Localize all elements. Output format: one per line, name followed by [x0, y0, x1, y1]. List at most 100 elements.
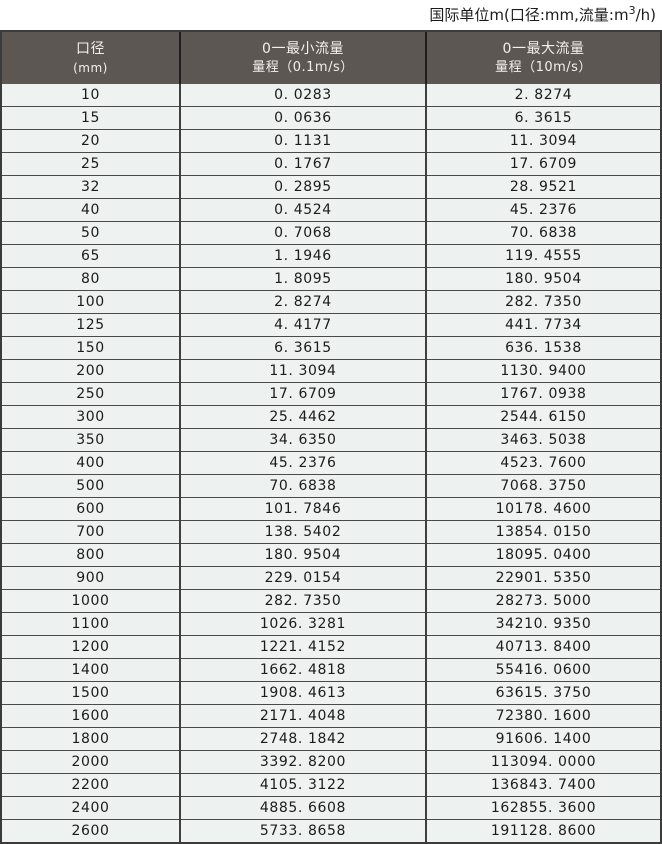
- cell-min-flow: 11. 3094: [180, 359, 427, 383]
- cell-min-flow: 45. 2376: [180, 451, 427, 475]
- cell-diameter: 1400: [2, 658, 181, 682]
- table-row: 600 101. 7846 10178. 4600: [2, 497, 660, 521]
- table-row: 500 70. 6838 7068. 3750: [2, 474, 660, 498]
- table-row: 2600 5733. 8658 191128. 8600: [2, 819, 660, 842]
- cell-max-flow: 55416. 0600: [426, 658, 660, 682]
- spec-table-page: 国际单位m(口径:mm,流量:m3/h) 口径 (mm) 0一最小流量 量程（0…: [0, 3, 662, 844]
- column-header-diameter: 口径 (mm): [2, 32, 181, 84]
- cell-max-flow: 63615. 3750: [426, 681, 660, 705]
- column-header-max-flow-line2: 量程（10m/s）: [495, 59, 592, 75]
- cell-max-flow: 10178. 4600: [426, 497, 660, 521]
- cell-max-flow: 70. 6838: [426, 221, 660, 245]
- cell-min-flow: 0. 4524: [180, 198, 427, 222]
- cell-diameter: 2000: [2, 750, 181, 774]
- cell-diameter: 800: [2, 543, 181, 567]
- cell-diameter: 150: [2, 336, 181, 360]
- table-row: 2000 3392. 8200 113094. 0000: [2, 750, 660, 774]
- table-row: 300 25. 4462 2544. 6150: [2, 405, 660, 429]
- cell-min-flow: 1026. 3281: [180, 612, 427, 636]
- cell-min-flow: 5733. 8658: [180, 819, 427, 842]
- cell-diameter: 15: [2, 106, 181, 130]
- cell-min-flow: 1908. 4613: [180, 681, 427, 705]
- table-row: 10 0. 0283 2. 8274: [2, 84, 660, 107]
- cell-max-flow: 17. 6709: [426, 152, 660, 176]
- units-caption-prefix: 国际单位m(口径:mm,流量:m: [429, 5, 629, 24]
- table-row: 1500 1908. 4613 63615. 3750: [2, 681, 660, 705]
- cell-diameter: 500: [2, 474, 181, 498]
- table-row: 100 2. 8274 282. 7350: [2, 290, 660, 314]
- cell-diameter: 700: [2, 520, 181, 544]
- cell-max-flow: 72380. 1600: [426, 704, 660, 728]
- table-row: 25 0. 1767 17. 6709: [2, 152, 660, 176]
- cell-diameter: 1500: [2, 681, 181, 705]
- table-row: 800 180. 9504 18095. 0400: [2, 543, 660, 567]
- table-row: 150 6. 3615 636. 1538: [2, 336, 660, 360]
- cell-max-flow: 40713. 8400: [426, 635, 660, 659]
- units-caption-suffix: /h): [635, 5, 656, 24]
- cell-min-flow: 0. 0636: [180, 106, 427, 130]
- cell-min-flow: 101. 7846: [180, 497, 427, 521]
- cell-min-flow: 0. 1767: [180, 152, 427, 176]
- cell-min-flow: 2171. 4048: [180, 704, 427, 728]
- cell-max-flow: 28273. 5000: [426, 589, 660, 613]
- cell-max-flow: 191128. 8600: [426, 819, 660, 842]
- table-row: 350 34. 6350 3463. 5038: [2, 428, 660, 452]
- table-row: 125 4. 4177 441. 7734: [2, 313, 660, 337]
- spec-table-container: 口径 (mm) 0一最小流量 量程（0.1m/s） 0一最大流量 量程（10m/…: [0, 30, 662, 844]
- table-row: 2400 4885. 6608 162855. 3600: [2, 796, 660, 820]
- table-row: 250 17. 6709 1767. 0938: [2, 382, 660, 406]
- cell-diameter: 1600: [2, 704, 181, 728]
- table-row: 50 0. 7068 70. 6838: [2, 221, 660, 245]
- table-row: 1000 282. 7350 28273. 5000: [2, 589, 660, 613]
- cell-diameter: 32: [2, 175, 181, 199]
- cell-min-flow: 4885. 6608: [180, 796, 427, 820]
- cell-diameter: 350: [2, 428, 181, 452]
- cell-diameter: 2600: [2, 819, 181, 842]
- cell-diameter: 900: [2, 566, 181, 590]
- cell-min-flow: 282. 7350: [180, 589, 427, 613]
- table-row: 700 138. 5402 13854. 0150: [2, 520, 660, 544]
- cell-diameter: 400: [2, 451, 181, 475]
- cell-diameter: 2400: [2, 796, 181, 820]
- cell-max-flow: 180. 9504: [426, 267, 660, 291]
- cell-max-flow: 28. 9521: [426, 175, 660, 199]
- cell-diameter: 40: [2, 198, 181, 222]
- cell-max-flow: 34210. 9350: [426, 612, 660, 636]
- cell-min-flow: 4105. 3122: [180, 773, 427, 797]
- cell-max-flow: 136843. 7400: [426, 773, 660, 797]
- column-header-min-flow: 0一最小流量 量程（0.1m/s）: [180, 32, 427, 84]
- cell-max-flow: 91606. 1400: [426, 727, 660, 751]
- cell-min-flow: 0. 2895: [180, 175, 427, 199]
- cell-min-flow: 1. 1946: [180, 244, 427, 268]
- cell-diameter: 50: [2, 221, 181, 245]
- units-caption-exponent: 3: [628, 3, 636, 17]
- cell-diameter: 1800: [2, 727, 181, 751]
- table-row: 65 1. 1946 119. 4555: [2, 244, 660, 268]
- cell-max-flow: 636. 1538: [426, 336, 660, 360]
- cell-min-flow: 1662. 4818: [180, 658, 427, 682]
- cell-max-flow: 1130. 9400: [426, 359, 660, 383]
- cell-min-flow: 17. 6709: [180, 382, 427, 406]
- cell-min-flow: 0. 1131: [180, 129, 427, 153]
- cell-max-flow: 113094. 0000: [426, 750, 660, 774]
- cell-min-flow: 0. 7068: [180, 221, 427, 245]
- cell-max-flow: 45. 2376: [426, 198, 660, 222]
- table-row: 40 0. 4524 45. 2376: [2, 198, 660, 222]
- table-header: 口径 (mm) 0一最小流量 量程（0.1m/s） 0一最大流量 量程（10m/…: [2, 32, 660, 84]
- cell-min-flow: 229. 0154: [180, 566, 427, 590]
- table-row: 1400 1662. 4818 55416. 0600: [2, 658, 660, 682]
- cell-diameter: 65: [2, 244, 181, 268]
- cell-min-flow: 4. 4177: [180, 313, 427, 337]
- column-header-diameter-line1: 口径: [76, 40, 105, 57]
- table-row: 1600 2171. 4048 72380. 1600: [2, 704, 660, 728]
- cell-max-flow: 7068. 3750: [426, 474, 660, 498]
- cell-diameter: 600: [2, 497, 181, 521]
- table-row: 200 11. 3094 1130. 9400: [2, 359, 660, 383]
- column-header-min-flow-line1: 0一最小流量: [262, 40, 344, 57]
- cell-max-flow: 441. 7734: [426, 313, 660, 337]
- table-row: 1100 1026. 3281 34210. 9350: [2, 612, 660, 636]
- cell-max-flow: 2544. 6150: [426, 405, 660, 429]
- cell-max-flow: 11. 3094: [426, 129, 660, 153]
- cell-diameter: 250: [2, 382, 181, 406]
- cell-diameter: 200: [2, 359, 181, 383]
